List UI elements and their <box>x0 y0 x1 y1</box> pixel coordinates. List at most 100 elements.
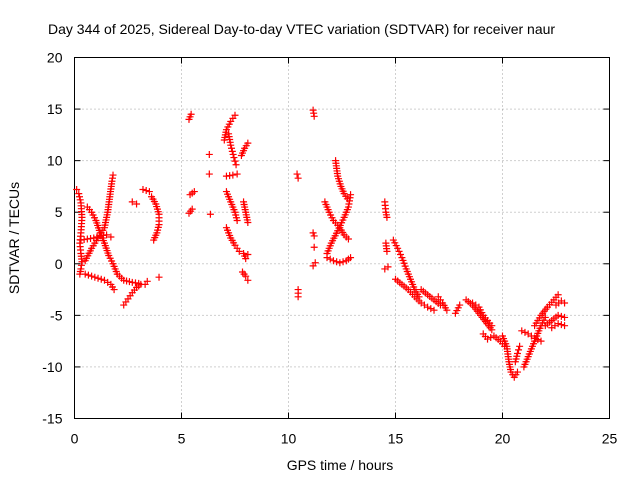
data-point <box>329 257 337 265</box>
data-point <box>561 322 569 330</box>
data-point <box>188 205 196 213</box>
data-point <box>561 313 569 321</box>
data-point <box>75 190 83 198</box>
data-point <box>205 150 213 158</box>
data-point <box>155 273 163 281</box>
series-arc-30 <box>310 243 318 251</box>
data-point <box>233 216 241 224</box>
series-arc-19 <box>222 170 241 180</box>
series-arc-47 <box>499 332 521 381</box>
axis-ticks: 0 5 10 15 20 25 -15 -10 -5 0 5 10 15 20 <box>42 50 617 447</box>
data-point <box>561 299 569 307</box>
data-point <box>513 368 521 376</box>
data-point <box>456 301 464 309</box>
data-point <box>336 259 344 267</box>
series-arc-11 <box>185 110 195 123</box>
series-arc-18 <box>225 130 240 169</box>
data-point <box>97 275 105 283</box>
y-tick-label: 0 <box>55 256 63 272</box>
series-arc-8 <box>139 186 153 196</box>
data-point <box>521 328 529 336</box>
series-arc-9 <box>148 193 163 244</box>
data-point <box>518 327 526 335</box>
data-point <box>133 200 141 208</box>
data-point <box>516 342 524 350</box>
data-point <box>394 244 402 252</box>
data-point <box>231 111 239 119</box>
data-point <box>187 110 195 118</box>
y-tick-label: -15 <box>42 411 62 427</box>
data-point <box>310 112 318 120</box>
series-arc-12 <box>185 205 196 217</box>
data-point <box>75 193 83 201</box>
data-point <box>229 171 237 179</box>
data-point <box>103 231 111 239</box>
data-point <box>206 210 214 218</box>
series-arc-7 <box>128 198 141 208</box>
data-point <box>294 293 302 301</box>
series-arc-4 <box>83 203 143 287</box>
data-point <box>383 213 391 221</box>
data-point <box>84 271 92 279</box>
data-point <box>339 258 347 266</box>
series-arc-26 <box>293 170 302 182</box>
y-axis-title: SDTVAR / TECUs <box>6 182 22 294</box>
y-tick-label: 10 <box>47 153 63 169</box>
data-point <box>383 247 391 255</box>
data-point <box>395 247 403 255</box>
data-points <box>73 106 569 381</box>
series-arc-21 <box>222 224 243 255</box>
series-arc-43 <box>451 301 464 317</box>
y-tick-label: 15 <box>47 101 63 117</box>
y-tick-label: -5 <box>50 307 63 323</box>
series-arc-34 <box>332 157 351 203</box>
data-point <box>554 291 562 299</box>
data-point <box>205 170 213 178</box>
x-tick-label: 20 <box>495 431 511 447</box>
series-arc-16 <box>206 210 214 218</box>
data-point <box>76 196 84 204</box>
data-point <box>142 187 150 195</box>
series-arc-22 <box>237 139 252 159</box>
data-point <box>309 229 317 237</box>
series-arc-31 <box>309 259 319 270</box>
data-point <box>347 191 355 199</box>
data-point <box>311 259 319 267</box>
data-point <box>235 247 243 255</box>
series-arc-23 <box>240 198 252 227</box>
series-arc-33 <box>321 198 352 243</box>
data-point <box>139 186 147 194</box>
data-point <box>228 147 236 155</box>
data-point <box>554 311 562 319</box>
y-tick-label: -10 <box>42 359 62 375</box>
series-arc-10 <box>155 273 163 281</box>
series-arc-36 <box>381 198 391 221</box>
series-arc-52 <box>541 311 569 330</box>
data-point <box>242 255 250 263</box>
data-point <box>343 195 351 203</box>
series-arc-15 <box>205 170 213 178</box>
x-tick-label: 5 <box>178 431 186 447</box>
series-arc-41 <box>417 286 444 309</box>
series-arc-48 <box>511 342 524 366</box>
data-point <box>228 144 236 152</box>
data-point <box>443 306 451 314</box>
y-tick-label: 5 <box>55 204 63 220</box>
data-point <box>310 232 318 240</box>
x-tick-label: 10 <box>281 431 297 447</box>
chart-title: Day 344 of 2025, Sidereal Day-to-day VTE… <box>48 21 555 37</box>
data-point <box>333 258 341 266</box>
x-tick-label: 0 <box>71 431 79 447</box>
data-point <box>384 263 392 271</box>
data-point <box>244 139 252 147</box>
data-point <box>190 188 198 196</box>
x-tick-label: 25 <box>602 431 618 447</box>
series-arc-24 <box>240 249 252 263</box>
data-point <box>430 306 438 314</box>
data-point <box>227 141 235 149</box>
data-point <box>534 336 542 344</box>
series-arc-37 <box>382 239 391 255</box>
series-arc-6 <box>120 277 151 309</box>
data-point <box>107 233 115 241</box>
data-point <box>531 334 539 342</box>
